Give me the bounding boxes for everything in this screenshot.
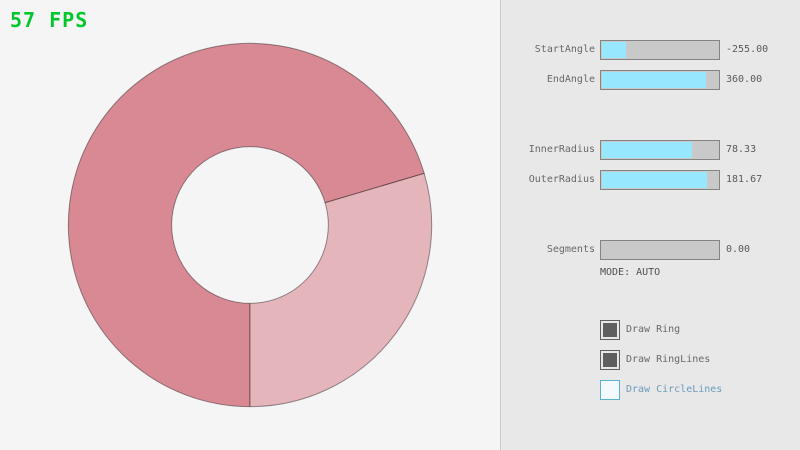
slider-row-segments: Segments 0.00 (0, 240, 800, 260)
slider-fill (602, 42, 626, 58)
startangle-label: StartAngle (534, 44, 595, 55)
slider-row-outerradius: OuterRadius 181.67 (0, 170, 800, 190)
ring-sector-single-light (249, 172, 433, 408)
innerradius-slider[interactable] (600, 140, 720, 160)
segments-slider[interactable] (600, 240, 720, 260)
innerradius-label: InnerRadius (528, 144, 595, 155)
checkbox-row-draw-ring: Draw Ring (600, 320, 680, 340)
fps-counter: 57 FPS (10, 8, 89, 32)
segments-label: Segments (546, 244, 595, 255)
slider-fill (602, 72, 707, 88)
mode-label: MODE: AUTO (600, 267, 661, 278)
slider-fill (602, 172, 708, 188)
startangle-slider[interactable] (600, 40, 720, 60)
endangle-value: 360.00 (726, 74, 763, 85)
endangle-label: EndAngle (546, 74, 595, 85)
slider-row-innerradius: InnerRadius 78.33 (0, 140, 800, 160)
checkmark-icon (603, 353, 617, 367)
checkbox-row-draw-ringlines: Draw RingLines (600, 350, 710, 370)
outerradius-label: OuterRadius (528, 174, 595, 185)
draw-circlelines-label: Draw CircleLines (626, 384, 723, 395)
ring-sector-overlap-dark (67, 42, 425, 408)
ring-chart (67, 42, 433, 408)
slider-row-startangle: StartAngle -255.00 (0, 40, 800, 60)
slider-row-endangle: EndAngle 360.00 (0, 70, 800, 90)
startangle-value: -255.00 (726, 44, 769, 55)
segments-value: 0.00 (726, 244, 751, 255)
outerradius-slider[interactable] (600, 170, 720, 190)
draw-circlelines-checkbox[interactable] (600, 380, 620, 400)
draw-ring-label: Draw Ring (626, 324, 681, 335)
draw-ringlines-checkbox[interactable] (600, 350, 620, 370)
endangle-slider[interactable] (600, 70, 720, 90)
slider-fill (602, 142, 693, 158)
draw-ring-checkbox[interactable] (600, 320, 620, 340)
checkmark-icon (603, 323, 617, 337)
innerradius-value: 78.33 (726, 144, 757, 155)
checkbox-row-draw-circlelines: Draw CircleLines (600, 380, 722, 400)
outerradius-value: 181.67 (726, 174, 763, 185)
draw-ringlines-label: Draw RingLines (626, 354, 711, 365)
